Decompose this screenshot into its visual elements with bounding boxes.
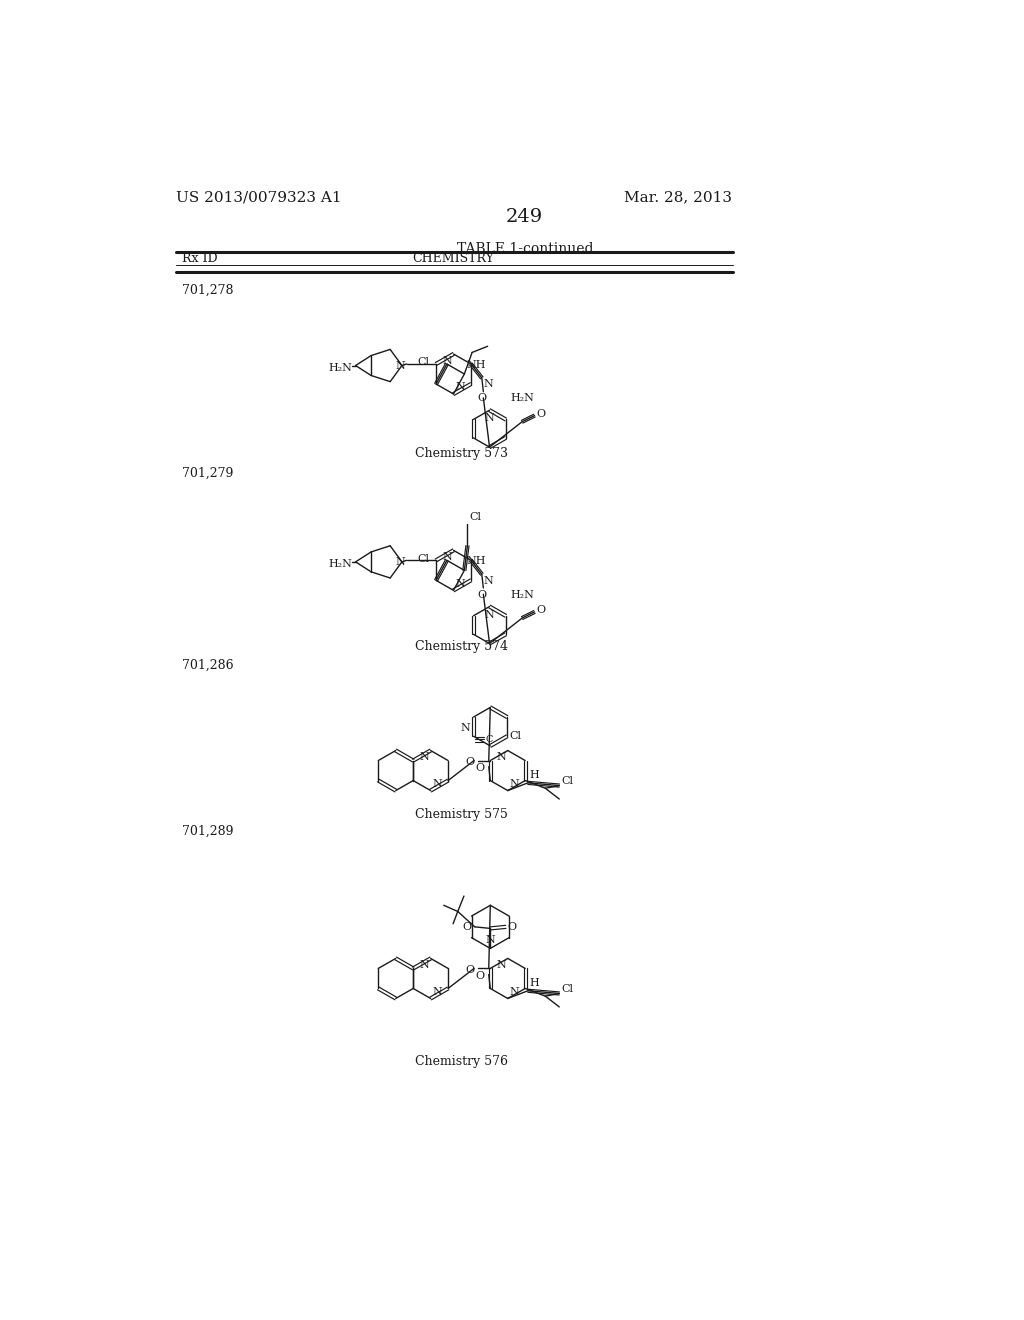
Text: Cl: Cl <box>561 776 573 785</box>
Text: O: O <box>476 763 485 774</box>
Text: N: N <box>420 960 429 970</box>
Text: O: O <box>536 606 545 615</box>
Text: N: N <box>432 779 442 789</box>
Text: H: H <box>529 770 540 780</box>
Text: 701,289: 701,289 <box>182 825 233 837</box>
Text: NH: NH <box>467 557 486 566</box>
Text: C: C <box>486 735 494 744</box>
Text: H₂N: H₂N <box>510 393 535 404</box>
Text: Cl: Cl <box>561 983 573 994</box>
Text: NH: NH <box>467 360 486 370</box>
Text: N: N <box>395 557 406 566</box>
Text: O: O <box>476 972 485 981</box>
Text: N: N <box>442 552 452 562</box>
Text: N: N <box>483 379 494 389</box>
Text: Cl: Cl <box>509 731 521 742</box>
Text: Chemistry 575: Chemistry 575 <box>415 808 508 821</box>
Text: Cl: Cl <box>418 358 430 367</box>
Text: Chemistry 573: Chemistry 573 <box>415 447 508 461</box>
Text: O: O <box>477 393 486 403</box>
Text: 701,279: 701,279 <box>182 466 233 479</box>
Text: N: N <box>497 960 506 970</box>
Text: N: N <box>442 355 452 366</box>
Text: N: N <box>395 360 406 371</box>
Text: N: N <box>455 579 465 589</box>
Text: N: N <box>484 610 495 619</box>
Text: N: N <box>455 383 465 392</box>
Text: H₂N: H₂N <box>329 363 352 372</box>
Text: N: N <box>509 779 519 789</box>
Text: 249: 249 <box>506 209 544 227</box>
Text: N: N <box>483 576 494 586</box>
Text: Chemistry 576: Chemistry 576 <box>415 1056 508 1068</box>
Text: H₂N: H₂N <box>329 560 352 569</box>
Text: O: O <box>463 921 472 932</box>
Text: O: O <box>465 758 474 767</box>
Text: TABLE 1-continued: TABLE 1-continued <box>457 242 593 256</box>
Text: 701,286: 701,286 <box>182 659 233 672</box>
Text: Mar. 28, 2013: Mar. 28, 2013 <box>625 190 732 205</box>
Text: Cl: Cl <box>418 554 430 564</box>
Text: O: O <box>507 921 516 932</box>
Text: 701,278: 701,278 <box>182 284 233 297</box>
Text: Rx ID: Rx ID <box>182 252 218 265</box>
Text: N: N <box>420 752 429 762</box>
Text: US 2013/0079323 A1: US 2013/0079323 A1 <box>176 190 342 205</box>
Text: O: O <box>465 965 474 975</box>
Text: CHEMISTRY: CHEMISTRY <box>413 252 495 265</box>
Text: H: H <box>529 978 540 987</box>
Text: N: N <box>485 935 496 945</box>
Text: N: N <box>432 987 442 997</box>
Text: H₂N: H₂N <box>510 590 535 599</box>
Text: Chemistry 574: Chemistry 574 <box>415 640 508 652</box>
Text: N: N <box>484 413 495 424</box>
Text: N: N <box>461 723 470 733</box>
Text: Cl: Cl <box>470 512 481 521</box>
Text: N: N <box>497 752 506 762</box>
Text: O: O <box>477 590 486 599</box>
Text: N: N <box>509 987 519 997</box>
Text: O: O <box>536 409 545 418</box>
